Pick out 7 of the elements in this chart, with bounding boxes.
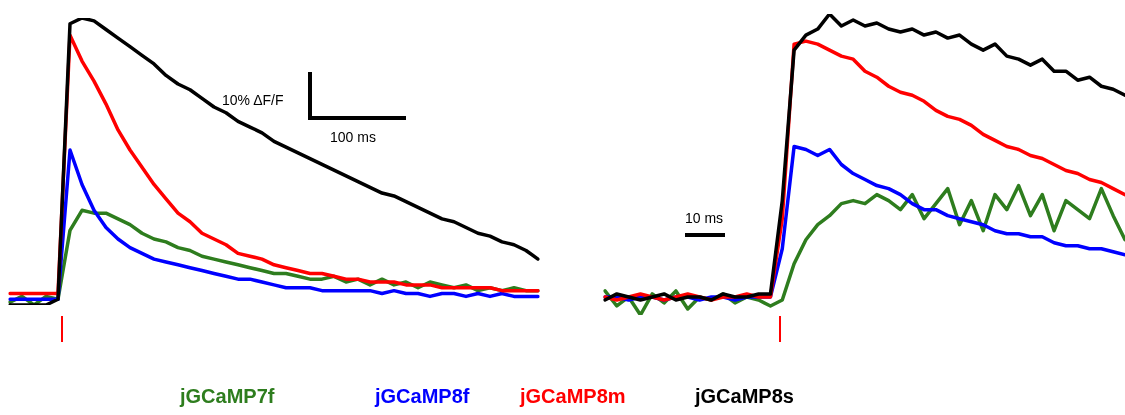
text: jGCaMP8s xyxy=(695,385,794,408)
annotation: 100 ms xyxy=(330,129,376,145)
annotation: 10% ΔF/F xyxy=(222,92,284,108)
text: jGCaMP7f xyxy=(180,385,275,408)
annotation: 10 ms xyxy=(685,210,724,226)
text: jGCaMP8m xyxy=(520,385,626,408)
text: jGCaMP8f xyxy=(375,385,470,408)
